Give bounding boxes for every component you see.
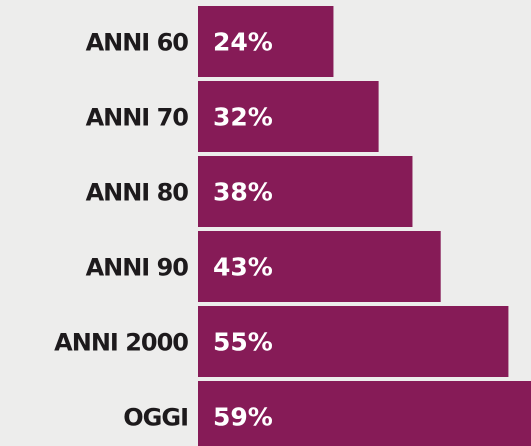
category-label: ANNI 70 <box>86 104 189 132</box>
value-label: 38% <box>213 178 273 207</box>
category-label: OGGI <box>123 404 188 432</box>
value-label: 59% <box>213 403 273 432</box>
category-label: ANNI 60 <box>86 29 189 57</box>
category-label: ANNI 90 <box>86 254 189 282</box>
bar <box>198 6 334 77</box>
bar <box>198 81 379 152</box>
value-label: 32% <box>213 103 273 132</box>
category-label: ANNI 80 <box>86 179 189 207</box>
value-label: 24% <box>213 28 273 57</box>
category-label: ANNI 2000 <box>54 329 188 357</box>
bar <box>198 156 413 227</box>
bar <box>198 231 441 302</box>
bar <box>198 306 509 377</box>
bar <box>198 381 531 446</box>
value-label: 55% <box>213 328 273 357</box>
value-label: 43% <box>213 253 273 282</box>
